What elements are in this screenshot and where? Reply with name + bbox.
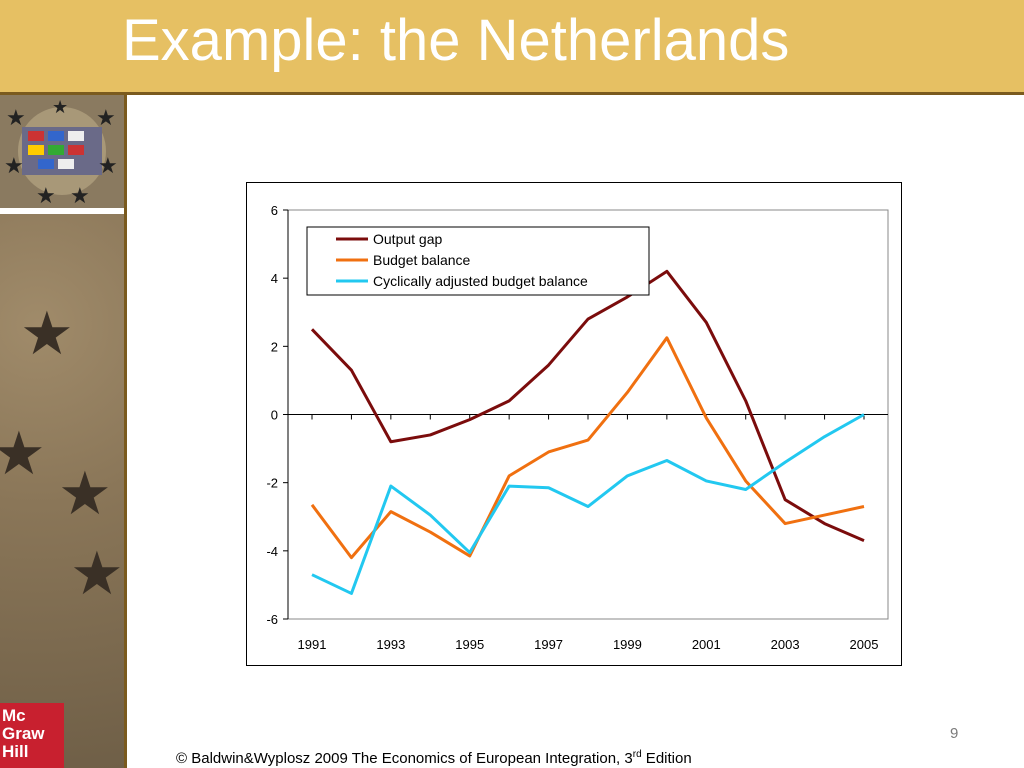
- legend-label-2: Cyclically adjusted budget balance: [373, 273, 588, 289]
- page-number: 9: [950, 725, 959, 742]
- eu-flags-image: ★ ★ ★ ★ ★ ★ ★: [0, 95, 124, 208]
- footer-citation: © Baldwin&Wyplosz 2009 The Economics of …: [176, 749, 692, 767]
- svg-text:★: ★: [70, 183, 90, 208]
- sidebar-divider: [124, 95, 127, 768]
- y-tick-label: -2: [266, 476, 278, 491]
- y-tick-label: -6: [266, 612, 278, 627]
- x-tick-label: 1995: [455, 637, 484, 652]
- star-shape-1: ★: [20, 300, 74, 367]
- svg-text:★: ★: [98, 153, 118, 178]
- x-tick-label: 1993: [376, 637, 405, 652]
- x-tick-label: 2001: [692, 637, 721, 652]
- x-tick-label: 2005: [850, 637, 879, 652]
- star-shape-2: ★: [0, 420, 46, 487]
- y-tick-label: 2: [271, 339, 278, 354]
- legend-label-1: Budget balance: [373, 252, 471, 268]
- y-tick-label: 4: [271, 271, 278, 286]
- star-shape-3: ★: [58, 460, 112, 527]
- sidebar-gap: [0, 208, 124, 214]
- svg-text:★: ★: [6, 105, 26, 130]
- y-tick-label: -4: [266, 544, 278, 559]
- title-bar: Example: the Netherlands: [0, 0, 1024, 95]
- legend-label-0: Output gap: [373, 231, 442, 247]
- svg-text:★: ★: [4, 153, 24, 178]
- x-tick-label: 1999: [613, 637, 642, 652]
- series-line-2: [311, 413, 865, 595]
- x-tick-label: 1997: [534, 637, 563, 652]
- series-line-1: [310, 336, 865, 560]
- y-tick-label: 6: [271, 203, 278, 218]
- sand-stars-image: ★ ★ ★ ★: [0, 214, 124, 768]
- series-line-0: [310, 269, 865, 542]
- y-tick-label: 0: [271, 408, 278, 423]
- svg-text:★: ★: [36, 183, 56, 208]
- svg-text:★: ★: [52, 97, 68, 117]
- slide-title: Example: the Netherlands: [122, 8, 790, 73]
- mcgraw-hill-logo: Mc Graw Hill: [0, 703, 64, 768]
- svg-text:★: ★: [96, 105, 116, 130]
- x-tick-label: 2003: [771, 637, 800, 652]
- x-tick-label: 1991: [298, 637, 327, 652]
- eu-flags-graphic: ★ ★ ★ ★ ★ ★ ★: [0, 95, 124, 208]
- star-shape-4: ★: [70, 540, 124, 607]
- line-chart: 6 4 2 0 -2 -4 -6 1991 1993 1995 1997 1999 2001 2003 20…: [266, 203, 889, 652]
